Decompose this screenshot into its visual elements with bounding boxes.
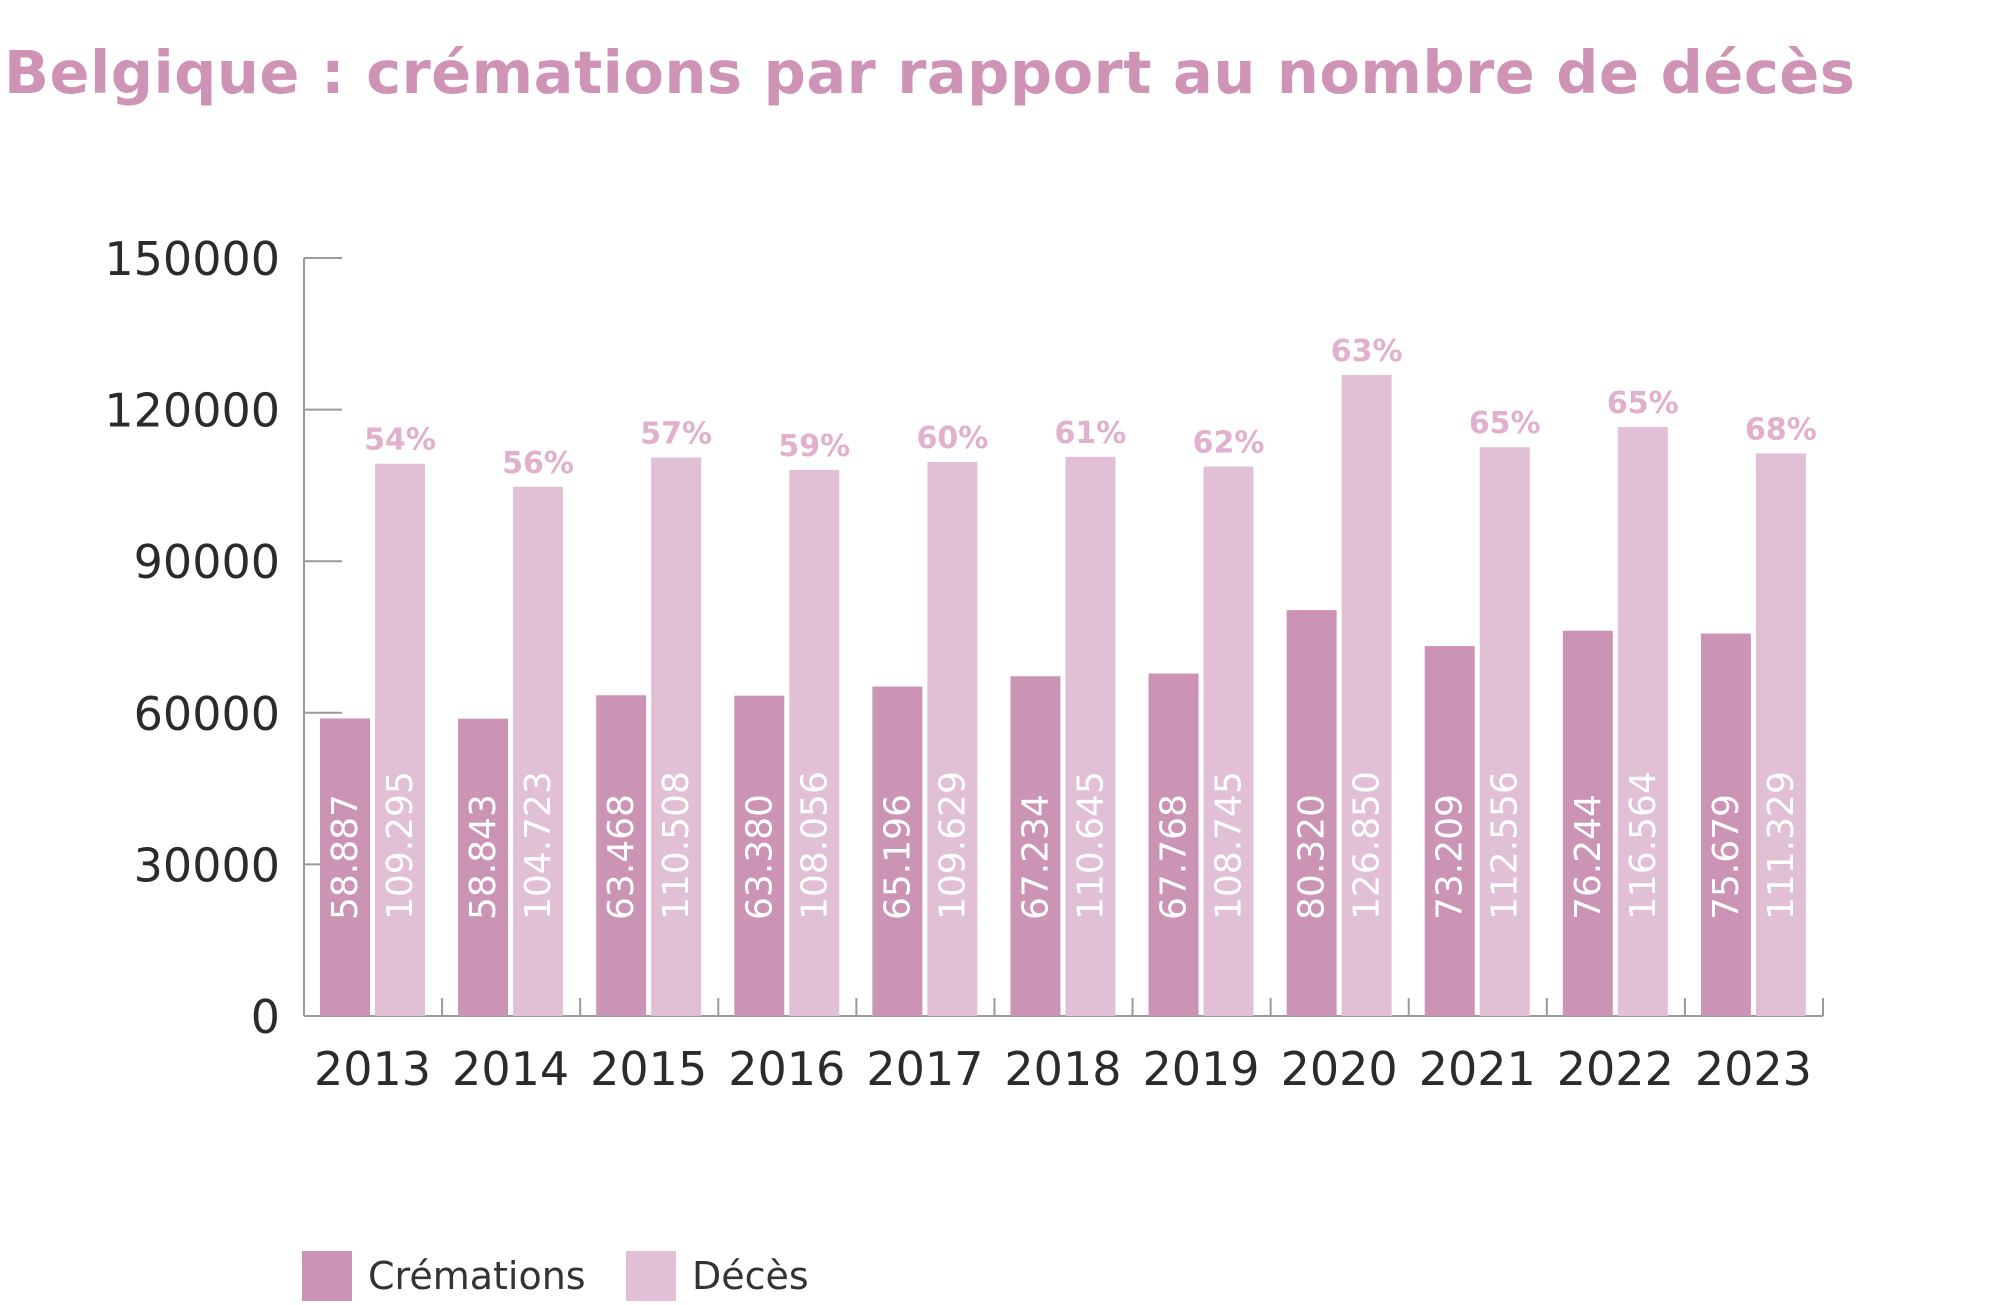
bar-cremations [1010, 676, 1061, 1016]
legend-label-cremations: Crémations [368, 1254, 586, 1298]
percent-label: 56% [502, 446, 574, 481]
y-tick-label: 120000 [104, 384, 280, 438]
bar-value-label: 108.056 [794, 771, 835, 920]
bar-value-label: 67.768 [1154, 794, 1195, 920]
y-tick-label: 0 [251, 990, 280, 1044]
y-tick-label: 150000 [104, 232, 280, 286]
bar-deces [375, 463, 425, 1016]
bar-deces [1203, 466, 1254, 1016]
percent-label: 68% [1745, 412, 1817, 447]
bar-cremations [596, 695, 647, 1016]
bar-value-label: 58.887 [325, 794, 366, 920]
x-tick-label: 2018 [1004, 1042, 1121, 1096]
x-tick-label: 2017 [866, 1042, 983, 1096]
bar-value-label: 126.850 [1347, 771, 1388, 920]
bar-cremations [734, 695, 785, 1016]
bar-deces [1341, 374, 1392, 1016]
y-tick-label: 30000 [134, 838, 280, 892]
percent-label: 61% [1055, 416, 1127, 451]
bar-value-label: 111.329 [1761, 771, 1802, 920]
bar-value-label: 65.196 [877, 794, 918, 920]
legend-item-cremations: Crémations [302, 1250, 586, 1302]
legend-swatch-cremations [302, 1251, 352, 1301]
bar-cremations [1148, 673, 1199, 1016]
legend-swatch-deces [626, 1251, 676, 1301]
bar-cremations [320, 718, 370, 1016]
bar-value-label: 80.320 [1292, 794, 1333, 920]
bar-deces [1479, 447, 1530, 1016]
percent-label: 62% [1193, 425, 1265, 460]
x-tick-label: 2020 [1281, 1042, 1398, 1096]
x-tick-label: 2022 [1557, 1042, 1674, 1096]
percent-label: 65% [1607, 386, 1679, 421]
x-tick-label: 2023 [1695, 1042, 1812, 1096]
bar-cremations [1562, 630, 1613, 1016]
bar-cremations [1424, 646, 1475, 1016]
bar-deces [513, 486, 564, 1016]
legend-item-deces: Décès [626, 1250, 809, 1302]
percent-label: 60% [916, 421, 988, 456]
percent-label: 54% [364, 423, 436, 458]
x-tick-label: 2016 [728, 1042, 845, 1096]
legend-label-deces: Décès [692, 1254, 809, 1298]
bar-value-label: 110.645 [1070, 771, 1111, 920]
bar-cremations [1286, 610, 1337, 1016]
bar-deces [1755, 453, 1806, 1016]
bar-value-label: 75.679 [1706, 794, 1747, 920]
bar-deces [1617, 426, 1668, 1016]
x-tick-label: 2014 [452, 1042, 569, 1096]
bar-value-label: 63.468 [601, 794, 642, 920]
percent-label: 65% [1469, 406, 1541, 441]
percent-label: 59% [778, 429, 850, 464]
bar-value-label: 112.556 [1485, 771, 1526, 920]
x-tick-label: 2019 [1143, 1042, 1260, 1096]
y-tick-label: 60000 [134, 687, 280, 741]
bar-deces [651, 457, 702, 1016]
bar-value-label: 104.723 [518, 771, 559, 920]
bar-value-label: 116.564 [1623, 771, 1664, 920]
bar-cremations [458, 718, 509, 1016]
x-tick-label: 2021 [1419, 1042, 1536, 1096]
bar-value-label: 109.629 [932, 771, 973, 920]
bar-value-label: 73.209 [1430, 794, 1471, 920]
bar-cremations [872, 686, 923, 1016]
percent-label: 57% [640, 417, 712, 452]
bar-value-label: 108.745 [1209, 771, 1250, 920]
y-tick-label: 90000 [134, 535, 280, 589]
bar-deces [789, 469, 840, 1016]
bar-value-label: 110.508 [656, 771, 697, 920]
bar-cremations [1700, 633, 1751, 1016]
bar-value-label: 63.380 [739, 794, 780, 920]
percent-label: 63% [1331, 334, 1403, 369]
bar-value-label: 58.843 [463, 794, 504, 920]
bar-value-label: 67.234 [1015, 794, 1056, 920]
bar-value-label: 76.244 [1568, 794, 1609, 920]
bar-deces [927, 462, 978, 1016]
bar-deces [1065, 456, 1116, 1017]
chart-title: Belgique : crémations par rapport au nom… [4, 38, 1856, 107]
x-tick-label: 2013 [314, 1042, 431, 1096]
x-tick-label: 2015 [590, 1042, 707, 1096]
bar-value-label: 109.295 [380, 771, 421, 920]
